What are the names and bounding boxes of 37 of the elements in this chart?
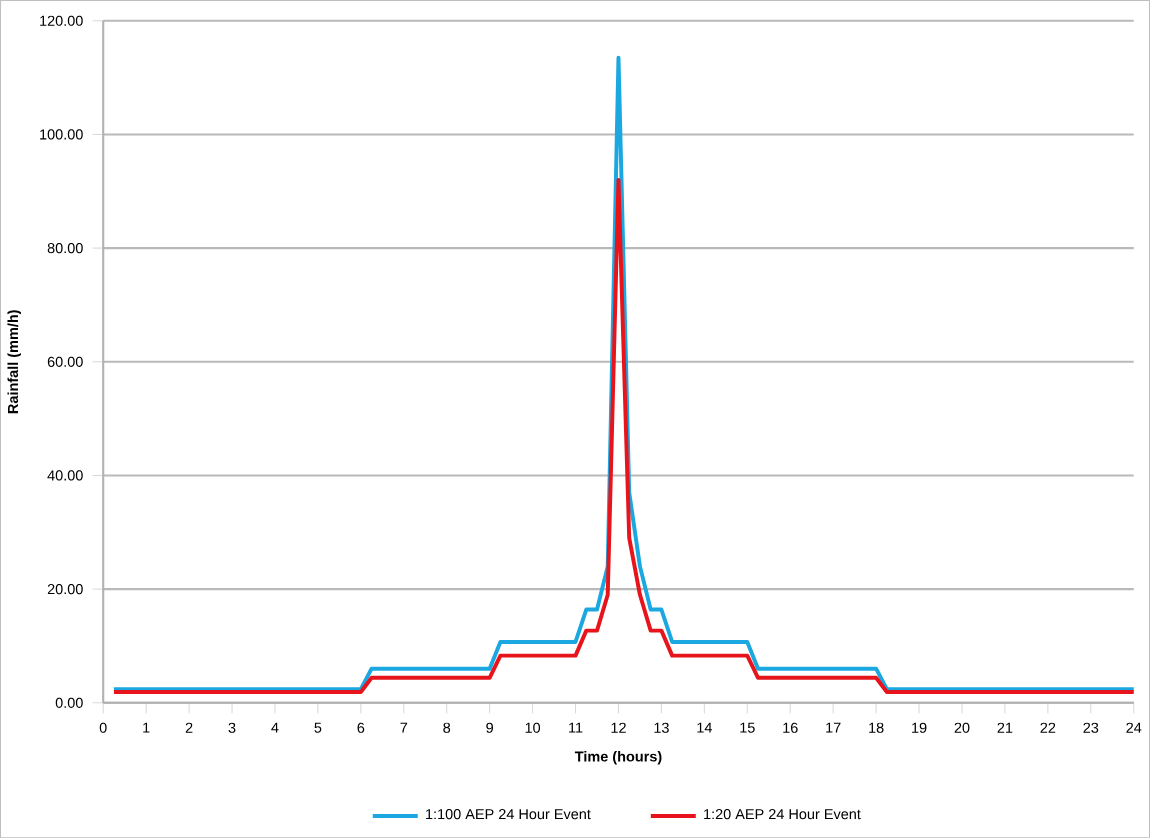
x-tick-label: 3 — [228, 722, 236, 733]
y-tick-label: 120.00 — [40, 15, 83, 26]
y-axis-title: Rainfall (mm/h) — [7, 310, 21, 414]
x-tick-label: 7 — [400, 722, 408, 733]
legend-label: 1:20 AEP 24 Hour Event — [704, 808, 861, 820]
x-tick-label: 14 — [697, 722, 712, 733]
x-tick-label: 19 — [912, 722, 927, 733]
x-tick-label: 8 — [443, 722, 451, 733]
x-tick-label: 16 — [783, 722, 798, 733]
x-tick-label: 13 — [654, 722, 669, 733]
x-tick-label: 2 — [185, 722, 193, 733]
line-series — [111, 177, 1136, 694]
x-tick-label: 9 — [486, 722, 494, 733]
legend-label: 1:100 AEP 24 Hour Event — [426, 808, 591, 820]
x-tick-label: 23 — [1083, 722, 1099, 733]
x-tick-label: 4 — [271, 722, 279, 733]
x-tick-label: 22 — [1040, 722, 1056, 733]
x-tick-label: 6 — [357, 722, 365, 733]
x-tick-label: 0 — [99, 722, 107, 733]
x-tick-label: 17 — [826, 722, 841, 733]
x-tick-label: 24 — [1126, 722, 1142, 733]
y-tick-label: 80.00 — [47, 242, 83, 254]
x-tick-label: 15 — [740, 722, 755, 733]
x-tick-label: 20 — [954, 722, 970, 733]
x-tick-label: 11 — [569, 722, 583, 733]
x-tick-label: 18 — [869, 722, 884, 733]
x-axis-title: Time (hours) — [574, 750, 662, 765]
x-tick-label: 21 — [997, 722, 1013, 733]
y-tick-label: 0.00 — [55, 697, 83, 708]
y-tick-label: 20.00 — [47, 583, 83, 595]
y-tick-label: 60.00 — [47, 356, 83, 367]
x-tick-label: 10 — [525, 722, 541, 733]
x-tick-label: 1 — [143, 722, 150, 733]
x-tick-label: 5 — [314, 722, 322, 733]
x-tick-label: 12 — [611, 722, 626, 733]
y-tick-label: 40.00 — [47, 470, 83, 481]
y-tick-label: 100.00 — [40, 129, 83, 140]
